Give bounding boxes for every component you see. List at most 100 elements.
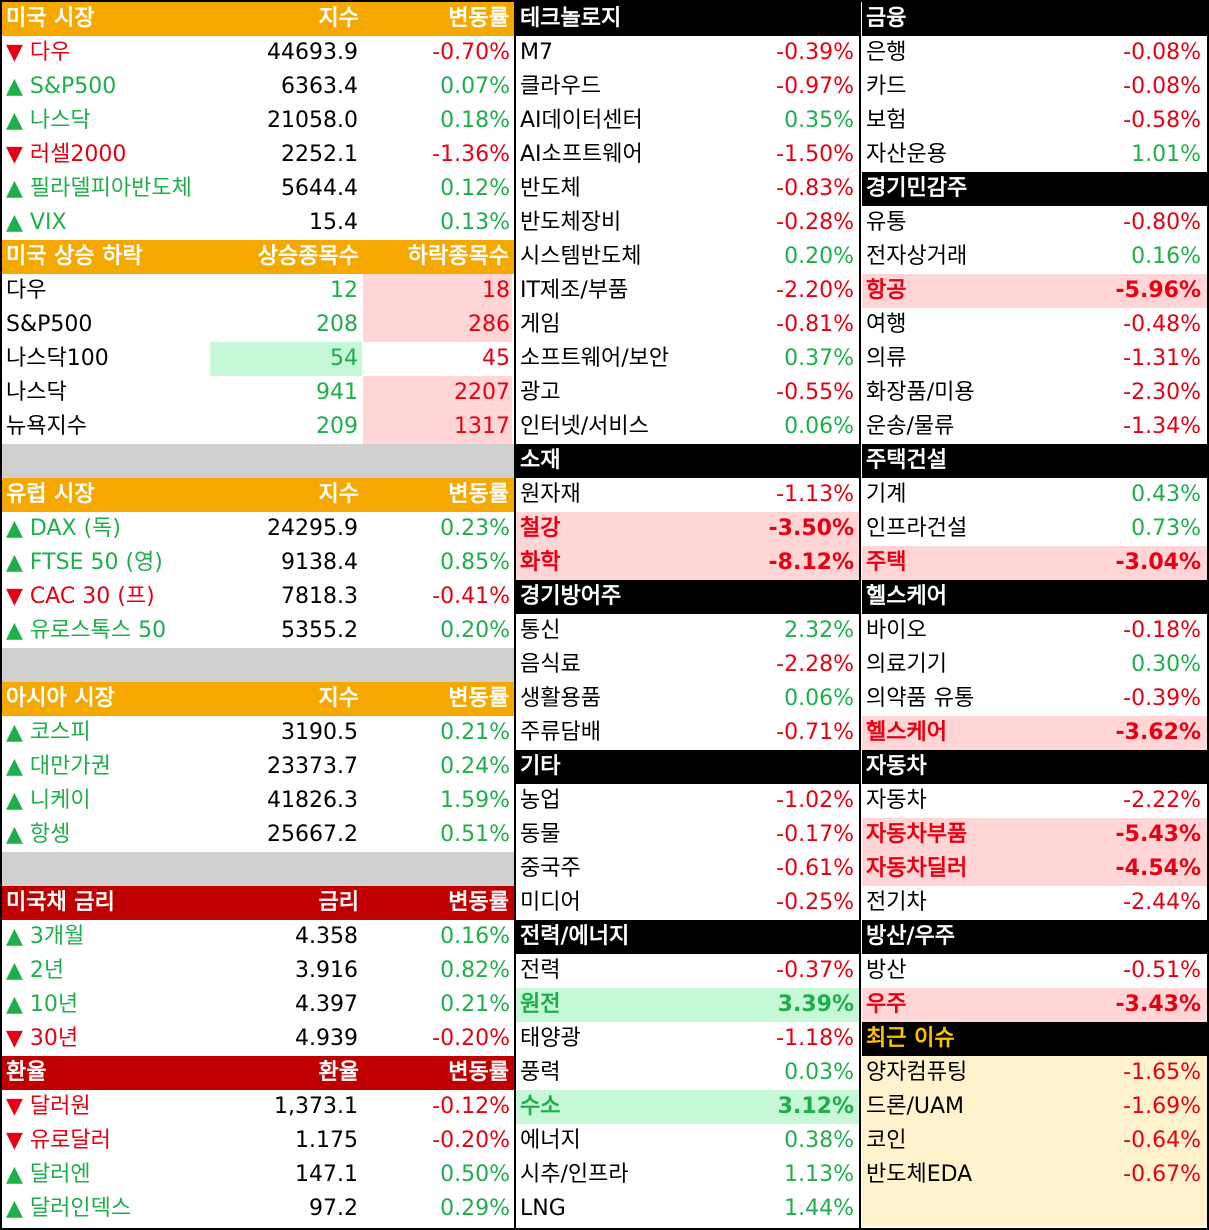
row-name: ▼ 달러원 (6, 1094, 91, 1119)
data-row: ▲ 니케이 41826.3 1.59% (2, 784, 514, 818)
row-name: ▼ 30년 (6, 1026, 79, 1051)
data-row: 시스템반도체 0.20% (516, 240, 860, 274)
row-change: -2.22% (1123, 788, 1201, 813)
data-row: 원전 3.39% (516, 988, 860, 1022)
left-column: 미국 시장 지수 변동률 ▼ 다우 44693.9 -0.70% ▲ S&P500 6363.… (2, 2, 514, 1228)
data-row: AI데이터센터 0.35% (516, 104, 860, 138)
data-row: 자동차부품 -5.43% (862, 818, 1207, 852)
row-value: 1.175 (295, 1128, 358, 1153)
row-change: 0.50% (440, 1162, 510, 1187)
row-value: 25667.2 (267, 822, 358, 847)
row-change: -0.37% (776, 958, 854, 983)
row-name: 화학 (520, 550, 561, 575)
data-row: ▲ FTSE 50 (영) 9138.4 0.85% (2, 546, 514, 580)
row-name: 주류담배 (520, 720, 601, 745)
section-title: 미국 시장 (6, 6, 95, 31)
row-change: -3.50% (768, 516, 854, 541)
data-row: 통신 2.32% (516, 614, 860, 648)
row-name: 원자재 (520, 482, 581, 507)
row-name: 유통 (866, 210, 907, 235)
data-row: 자산운용 1.01% (862, 138, 1207, 172)
row-name: 풍력 (520, 1060, 561, 1085)
row-change: -5.43% (1115, 822, 1201, 847)
row-name: 운송/물류 (866, 414, 955, 439)
row-change: 0.24% (440, 754, 510, 779)
row-name: 게임 (520, 312, 561, 337)
data-row: 항공 -5.96% (862, 274, 1207, 308)
row-change: 1317 (363, 410, 512, 444)
row-name: 드론/UAM (866, 1094, 965, 1119)
data-row: 화학 -8.12% (516, 546, 860, 580)
row-value: 3190.5 (281, 720, 358, 745)
row-change: 0.21% (440, 992, 510, 1017)
row-name: AI소프트웨어 (520, 142, 643, 167)
row-name: 다우 (6, 278, 47, 303)
row-change: -8.12% (768, 550, 854, 575)
row-change: -0.83% (776, 176, 854, 201)
row-change: -0.41% (432, 584, 510, 609)
data-row: 생활용품 0.06% (516, 682, 860, 716)
data-row: 양자컴퓨팅 -1.65% (862, 1056, 1207, 1090)
row-change: -4.54% (1115, 856, 1201, 881)
row-name: 반도체EDA (866, 1162, 973, 1187)
row-name: 원전 (520, 992, 561, 1017)
data-row: ▼ 달러원 1,373.1 -0.12% (2, 1090, 514, 1124)
section-header: 경기방어주 (516, 580, 860, 614)
section-title: 경기민감주 (866, 176, 968, 201)
section-header: 경기민감주 (862, 172, 1207, 206)
data-row: 방산 -0.51% (862, 954, 1207, 988)
row-change: 0.07% (440, 74, 510, 99)
row-change: 0.20% (784, 244, 854, 269)
row-change: -0.20% (432, 1128, 510, 1153)
row-change: -1.36% (432, 142, 510, 167)
row-name: ▲ S&P500 (6, 74, 117, 99)
row-change: 0.29% (440, 1196, 510, 1221)
row-change: -0.18% (1123, 618, 1201, 643)
column-divider (514, 2, 516, 1228)
data-row: ▲ 달러인덱스 97.2 0.29% (2, 1192, 514, 1226)
data-row: 동물 -0.17% (516, 818, 860, 852)
row-name: ▲ 니케이 (6, 788, 91, 813)
filler-row (862, 1192, 1207, 1226)
row-value: 4.358 (295, 924, 358, 949)
row-name: 뉴욕지수 (6, 414, 87, 439)
row-change: 0.73% (1131, 516, 1201, 541)
data-row: 철강 -3.50% (516, 512, 860, 546)
row-name: 양자컴퓨팅 (866, 1060, 968, 1085)
section-header: 아시아 시장 지수 변동률 (2, 682, 514, 716)
row-change: 1.59% (440, 788, 510, 813)
column-header: 변동률 (448, 1060, 509, 1085)
section-header: 방산/우주 (862, 920, 1207, 954)
data-row: 뉴욕지수 209 1317 (2, 410, 514, 444)
row-name: 시스템반도체 (520, 244, 642, 269)
row-change: 0.35% (784, 108, 854, 133)
data-row: ▲ 항셍 25667.2 0.51% (2, 818, 514, 852)
row-name: 의료기기 (866, 652, 947, 677)
section-title: 소재 (520, 448, 561, 473)
row-name: 동물 (520, 822, 561, 847)
row-name: 은행 (866, 40, 907, 65)
row-name: 시추/인프라 (520, 1162, 629, 1187)
data-row: LNG 1.44% (516, 1192, 860, 1226)
row-change: -0.81% (776, 312, 854, 337)
data-row: 주류담배 -0.71% (516, 716, 860, 750)
column-header: 변동률 (448, 6, 509, 31)
row-change: 0.16% (440, 924, 510, 949)
row-change: -2.44% (1123, 890, 1201, 915)
row-change: -0.58% (1123, 108, 1201, 133)
section-title: 기타 (520, 754, 561, 779)
row-name: 의약품 유통 (866, 686, 975, 711)
row-value: 41826.3 (267, 788, 358, 813)
data-row: ▲ 유로스톡스 50 5355.2 0.20% (2, 614, 514, 648)
data-row: ▲ VIX 15.4 0.13% (2, 206, 514, 240)
row-change: 2207 (363, 376, 512, 410)
row-value: 208 (316, 312, 358, 337)
row-change: -0.20% (432, 1026, 510, 1051)
row-name: 철강 (520, 516, 561, 541)
row-change: -1.69% (1123, 1094, 1201, 1119)
data-row: ▲ DAX (독) 24295.9 0.23% (2, 512, 514, 546)
row-name: 주택 (866, 550, 907, 575)
data-row: 시추/인프라 1.13% (516, 1158, 860, 1192)
data-row: 다우 12 18 (2, 274, 514, 308)
row-name: 에너지 (520, 1128, 581, 1153)
